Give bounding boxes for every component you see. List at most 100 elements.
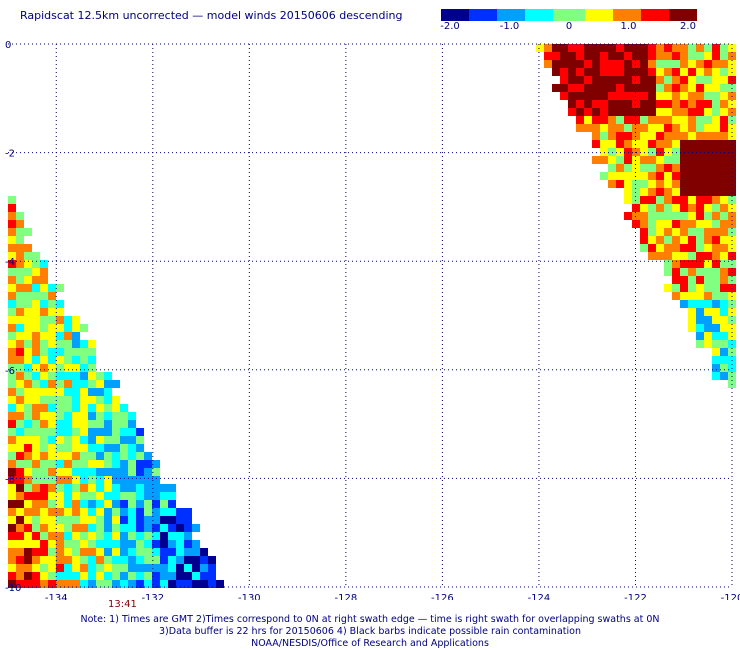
swath-cell [680, 212, 688, 220]
swath-cell [80, 500, 88, 508]
swath-cell [688, 132, 696, 140]
swath-cell [112, 564, 120, 572]
swath-cell [560, 92, 568, 100]
swath-cell [8, 492, 16, 500]
swath-cell [712, 60, 720, 68]
colorbar-swatch [609, 9, 614, 21]
swath-cell [80, 388, 88, 396]
swath-cell [32, 324, 40, 332]
swath-cell [616, 164, 624, 172]
swath-cell [16, 332, 24, 340]
swath-cell [32, 444, 40, 452]
swath-cell [624, 100, 632, 108]
swath-cell [560, 52, 568, 60]
colorbar-swatch [585, 9, 590, 21]
swath-cell [712, 148, 720, 156]
swath-cell [96, 516, 104, 524]
swath-cell [664, 284, 672, 292]
swath-cell [720, 364, 728, 372]
swath-cell [128, 436, 136, 444]
swath-cell [96, 548, 104, 556]
swath-cell [680, 84, 688, 92]
swath-cell [632, 148, 640, 156]
swath-cell [176, 580, 184, 588]
swath-cell [88, 572, 96, 580]
swath-cell [112, 436, 120, 444]
colorbar-swatch [653, 9, 658, 21]
swath-cell [664, 140, 672, 148]
swath-cell [584, 84, 592, 92]
swath-cell [168, 540, 176, 548]
swath-cells [8, 44, 736, 588]
swath-cell [80, 468, 88, 476]
swath-cell [96, 556, 104, 564]
swath-cell [696, 108, 704, 116]
swath-cell [72, 316, 80, 324]
swath-cell [24, 260, 32, 268]
swath-cell [16, 476, 24, 484]
swath-cell [688, 84, 696, 92]
swath-cell [16, 564, 24, 572]
swath-cell [24, 444, 32, 452]
swath-cell [40, 324, 48, 332]
colorbar-swatch [685, 9, 690, 21]
swath-cell [152, 548, 160, 556]
swath-cell [120, 540, 128, 548]
swath-cell [600, 172, 608, 180]
swath-cell [80, 444, 88, 452]
swath-cell [640, 220, 648, 228]
swath-cell [664, 188, 672, 196]
swath-cell [144, 508, 152, 516]
swath-cell [88, 356, 96, 364]
swath-cell [80, 516, 88, 524]
colorbar-swatch [621, 9, 626, 21]
swath-cell [56, 404, 64, 412]
swath-cell [8, 276, 16, 284]
swath-cell [600, 132, 608, 140]
swath-cell [152, 572, 160, 580]
swath-cell [8, 460, 16, 468]
swath-cell [96, 380, 104, 388]
swath-cell [48, 548, 56, 556]
swath-cell [40, 452, 48, 460]
swath-cell [120, 500, 128, 508]
x-tick-label: -134 [45, 593, 68, 600]
swath-cell [696, 188, 704, 196]
swath-cell [104, 476, 112, 484]
swath-cell [688, 52, 696, 60]
swath-cell [32, 500, 40, 508]
swath-cell [56, 348, 64, 356]
swath-cell [168, 556, 176, 564]
swath-cell [720, 108, 728, 116]
swath-cell [32, 548, 40, 556]
swath-cell [576, 92, 584, 100]
swath-cell [672, 252, 680, 260]
swath-cell [560, 44, 568, 52]
swath-cell [152, 580, 160, 588]
swath-cell [64, 420, 72, 428]
swath-cell [16, 460, 24, 468]
x-tick-label: -126 [431, 593, 454, 600]
x-tick-label: -122 [624, 593, 647, 600]
swath-cell [48, 556, 56, 564]
swath-cell [56, 468, 64, 476]
x-tick-label: -128 [335, 593, 358, 600]
swath-cell [616, 140, 624, 148]
swath-cell [112, 468, 120, 476]
swath-cell [32, 268, 40, 276]
swath-cell [88, 444, 96, 452]
swath-cell [688, 140, 696, 148]
footnote-line-2: 3)Data buffer is 22 hrs for 20150606 4) … [159, 626, 581, 637]
swath-cell [680, 244, 688, 252]
swath-cell [656, 204, 664, 212]
swath-cell [680, 260, 688, 268]
swath-cell [720, 44, 728, 52]
swath-cell [168, 548, 176, 556]
swath-cell [696, 252, 704, 260]
swath-cell [8, 476, 16, 484]
swath-cell [24, 324, 32, 332]
swath-cell [176, 508, 184, 516]
swath-cell [32, 308, 40, 316]
swath-cell [96, 444, 104, 452]
swath-cell [576, 124, 584, 132]
